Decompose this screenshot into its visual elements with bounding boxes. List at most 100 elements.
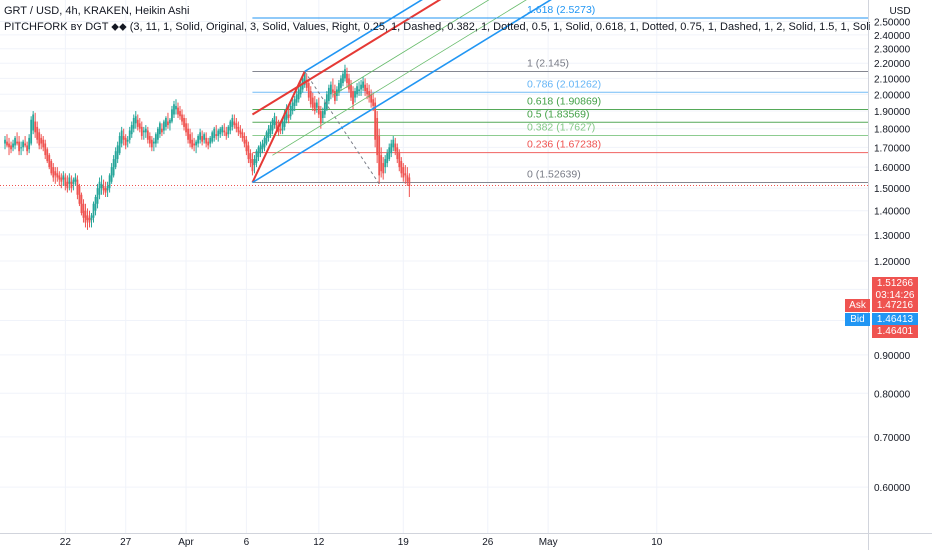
currency-label: USD — [889, 6, 910, 17]
candle-body — [28, 137, 31, 150]
ask-label: Ask — [845, 299, 870, 312]
candle-body — [241, 132, 244, 138]
candle-body — [142, 130, 145, 133]
price-axis-label: 0.70000 — [874, 433, 911, 444]
candle-body — [368, 91, 371, 98]
candle-body — [197, 136, 200, 144]
candle-body — [338, 83, 340, 93]
fib-level-label: 0 (1.52639) — [527, 168, 581, 180]
candle-body — [30, 119, 33, 144]
candle-body — [169, 119, 171, 124]
candle-body — [70, 181, 73, 189]
candle-body — [285, 107, 288, 120]
bid-label: Bid — [845, 313, 870, 326]
candle-body — [187, 128, 189, 140]
candle-body — [400, 161, 403, 174]
candle-body — [380, 155, 383, 172]
candle-body — [392, 139, 395, 148]
candle-body — [352, 91, 354, 105]
pitchfork-upper-tine — [304, 0, 423, 73]
price-axis-label: 2.50000 — [874, 18, 911, 29]
candle-body — [315, 102, 318, 108]
fib-levels: 1.618 (2.5273) 1 (2.145) 0.786 (2.01262) 0.… — [0, 4, 868, 186]
candle-body — [34, 121, 37, 133]
candle-body — [74, 177, 77, 182]
price-axis-label: 2.00000 — [874, 90, 911, 101]
candle-body — [303, 73, 306, 85]
study-legend[interactable]: PITCHFORK вʏ DGT ⬥⬥ (3, 11, 1, Solid, Or… — [4, 21, 870, 33]
candle-series — [4, 64, 411, 230]
candle-body — [263, 137, 266, 148]
candle-body — [207, 141, 210, 146]
time-axis-label: May — [539, 537, 558, 548]
candle-body — [291, 102, 294, 112]
candle-body — [106, 186, 109, 191]
fib-level-label: 0.382 (1.7627) — [527, 122, 595, 134]
candle-body — [86, 215, 89, 221]
price-axis-label: 1.70000 — [874, 143, 911, 154]
fib-level-label: 0.618 (1.90869) — [527, 96, 601, 108]
candle-body — [374, 102, 377, 140]
candle-body — [32, 114, 35, 131]
candle-body — [275, 121, 278, 129]
candle-body — [309, 91, 312, 105]
candle-body — [26, 145, 29, 152]
candle-body — [92, 203, 95, 218]
candle-body — [90, 215, 93, 221]
candle-body — [237, 126, 240, 133]
candle-body — [235, 123, 238, 129]
candle-body — [283, 112, 286, 127]
candle-body — [189, 134, 191, 144]
candle-body — [78, 186, 81, 204]
candle-body — [130, 125, 133, 135]
candle-body — [102, 186, 105, 191]
candle-body — [261, 143, 264, 150]
candle-body — [267, 128, 270, 138]
candle-body — [382, 163, 385, 174]
candle-body — [317, 105, 320, 115]
candle-body — [46, 149, 49, 162]
candle-body — [287, 114, 290, 118]
time-axis-label: 10 — [651, 537, 663, 548]
candle-body — [239, 130, 242, 135]
candle-body — [36, 126, 39, 140]
candle-body — [16, 141, 18, 144]
candle-body — [14, 137, 16, 146]
candle-body — [165, 117, 167, 127]
candle-body — [146, 130, 149, 140]
candle-body — [175, 105, 177, 110]
candle-body — [311, 97, 314, 108]
candle-body — [366, 87, 368, 95]
candle-body — [181, 114, 183, 122]
candle-body — [54, 171, 57, 176]
candle-body — [398, 153, 401, 168]
candle-body — [171, 109, 173, 122]
candle-body — [80, 194, 83, 214]
candle-body — [376, 117, 379, 156]
candle-body — [332, 89, 334, 93]
candle-body — [227, 126, 230, 135]
candle-body — [68, 177, 71, 184]
candle-body — [144, 128, 147, 133]
candle-body — [396, 147, 399, 160]
candle-body — [156, 128, 159, 140]
candle-body — [76, 179, 79, 195]
candle-body — [279, 128, 282, 131]
candle-body — [167, 121, 169, 126]
symbol-legend[interactable]: GRT / USD, 4h, KRAKEN, Heikin Ashi — [4, 5, 190, 17]
candle-body — [245, 139, 248, 152]
candle-body — [179, 111, 181, 117]
candle-body — [110, 167, 113, 182]
candle-body — [321, 111, 324, 118]
candle-body — [122, 136, 125, 140]
candle-body — [299, 84, 302, 95]
candle-body — [205, 137, 208, 144]
candle-body — [40, 137, 43, 144]
candle-body — [154, 134, 157, 144]
ask-price-tag: 1.47216 — [872, 299, 918, 312]
candle-body — [350, 84, 352, 98]
candle-body — [138, 123, 141, 129]
candle-body — [372, 99, 375, 106]
price-axis-label: 1.40000 — [874, 207, 911, 218]
